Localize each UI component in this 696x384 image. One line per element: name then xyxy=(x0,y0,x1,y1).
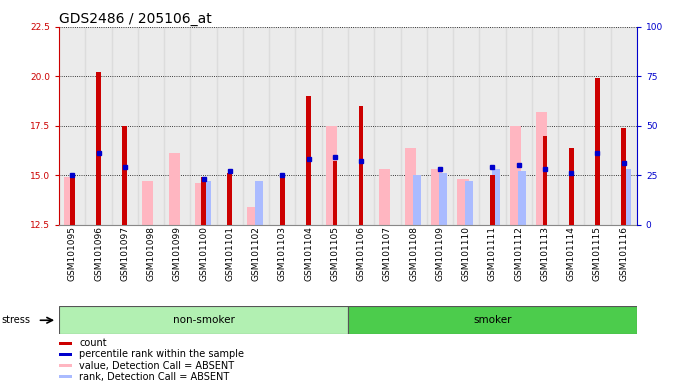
Bar xyxy=(610,27,637,225)
Bar xyxy=(280,177,285,225)
Bar xyxy=(491,169,500,225)
Bar xyxy=(269,27,296,225)
Text: rank, Detection Call = ABSENT: rank, Detection Call = ABSENT xyxy=(79,372,230,382)
Bar xyxy=(623,169,631,225)
Bar xyxy=(86,27,111,225)
Bar xyxy=(569,147,574,225)
Bar xyxy=(63,177,74,225)
Text: count: count xyxy=(79,338,107,348)
Bar xyxy=(400,27,427,225)
Bar xyxy=(296,27,322,225)
Bar xyxy=(195,183,206,225)
Bar xyxy=(59,353,72,356)
Text: value, Detection Call = ABSENT: value, Detection Call = ABSENT xyxy=(79,361,235,371)
Bar xyxy=(457,179,468,225)
Bar xyxy=(59,364,72,367)
Bar xyxy=(59,342,72,345)
Text: stress: stress xyxy=(1,315,31,325)
Bar xyxy=(228,173,232,225)
Bar xyxy=(248,207,258,225)
Bar xyxy=(164,27,191,225)
Bar xyxy=(490,175,495,225)
Bar xyxy=(70,175,74,225)
Bar xyxy=(201,177,206,225)
Bar xyxy=(374,27,400,225)
Bar xyxy=(358,106,363,225)
Text: smoker: smoker xyxy=(473,315,512,325)
Bar xyxy=(143,181,153,225)
Text: percentile rank within the sample: percentile rank within the sample xyxy=(79,349,244,359)
Bar xyxy=(59,375,72,378)
Bar xyxy=(453,27,480,225)
Bar xyxy=(306,96,311,225)
Bar xyxy=(480,27,505,225)
Bar xyxy=(216,27,243,225)
Bar xyxy=(405,147,416,225)
Bar xyxy=(558,27,585,225)
Bar xyxy=(518,171,525,225)
Bar xyxy=(59,306,348,334)
Bar xyxy=(333,161,338,225)
Bar xyxy=(348,306,637,334)
Bar xyxy=(122,126,127,225)
Bar xyxy=(379,169,390,225)
Bar xyxy=(532,27,558,225)
Bar xyxy=(427,27,453,225)
Bar xyxy=(243,27,269,225)
Bar xyxy=(191,27,216,225)
Bar xyxy=(543,136,547,225)
Text: GDS2486 / 205106_at: GDS2486 / 205106_at xyxy=(59,12,212,26)
Bar xyxy=(585,27,610,225)
Bar xyxy=(439,173,447,225)
Bar xyxy=(322,27,348,225)
Bar xyxy=(138,27,164,225)
Bar xyxy=(348,27,374,225)
Bar xyxy=(510,126,521,225)
Bar xyxy=(432,169,442,225)
Bar xyxy=(622,128,626,225)
Bar xyxy=(168,154,180,225)
Bar xyxy=(96,72,101,225)
Bar xyxy=(59,27,86,225)
Bar xyxy=(595,78,600,225)
Bar xyxy=(537,112,547,225)
Bar xyxy=(203,181,211,225)
Bar xyxy=(505,27,532,225)
Bar xyxy=(466,181,473,225)
Bar xyxy=(111,27,138,225)
Text: non-smoker: non-smoker xyxy=(173,315,235,325)
Bar xyxy=(326,126,338,225)
Bar xyxy=(413,175,421,225)
Bar xyxy=(255,181,263,225)
